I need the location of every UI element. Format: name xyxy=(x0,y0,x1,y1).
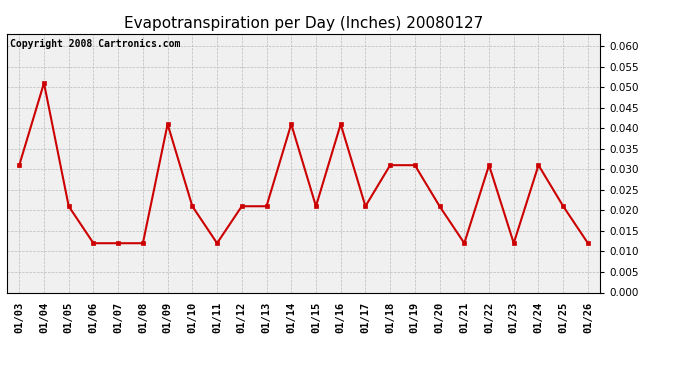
Text: Copyright 2008 Cartronics.com: Copyright 2008 Cartronics.com xyxy=(10,39,180,49)
Title: Evapotranspiration per Day (Inches) 20080127: Evapotranspiration per Day (Inches) 2008… xyxy=(124,16,483,31)
